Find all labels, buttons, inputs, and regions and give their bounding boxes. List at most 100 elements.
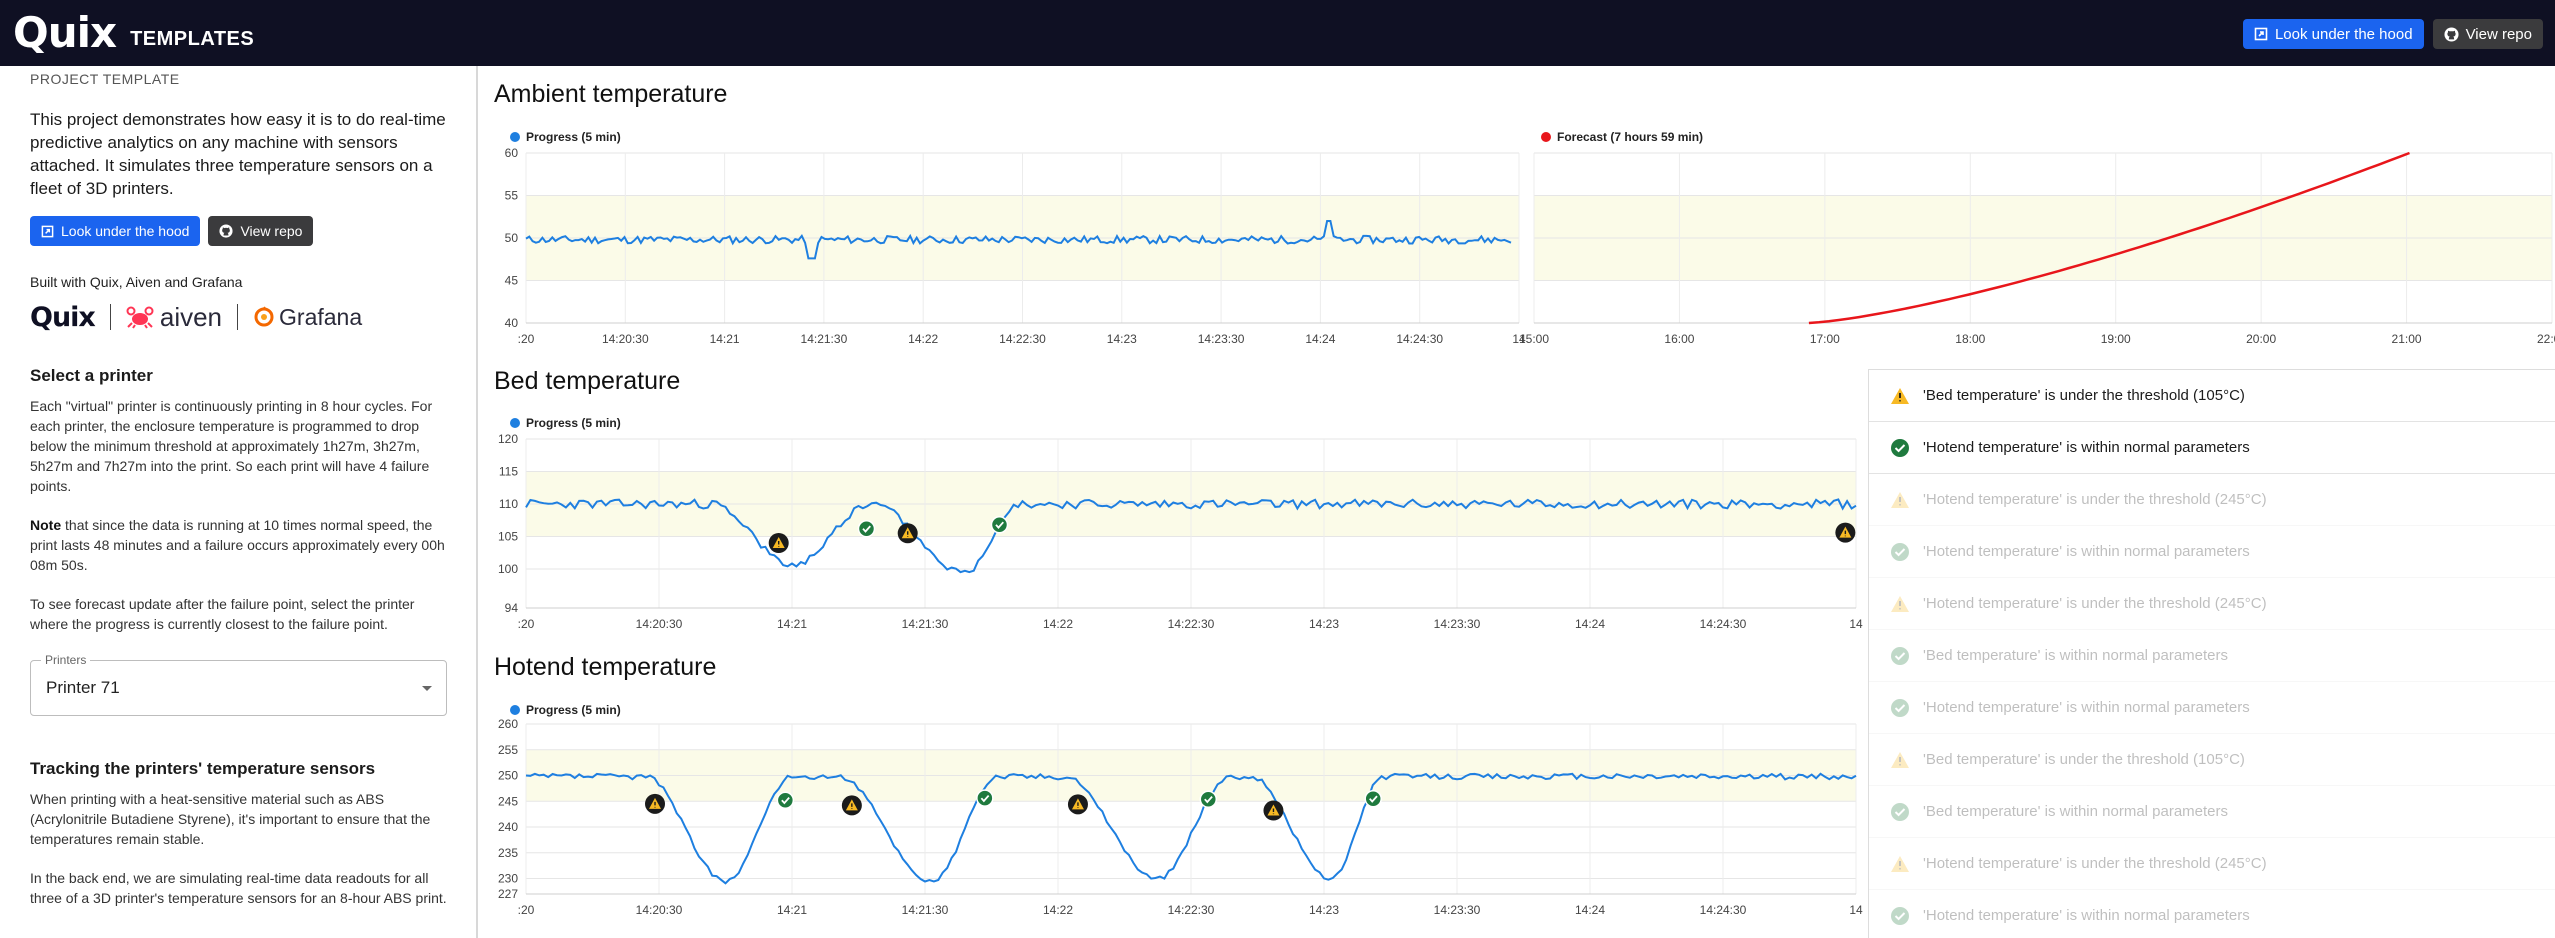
bed-legend-label: Progress (5 min): [526, 416, 621, 430]
alert-text: 'Hotend temperature' is under the thresh…: [1923, 855, 2267, 872]
x-tick-label: 14:24:30: [1700, 617, 1747, 631]
x-tick-label: 14:24:30: [1396, 332, 1443, 346]
aiven-brand-logo: aiven: [126, 302, 222, 333]
x-tick-label: 14:20:30: [602, 332, 649, 346]
x-tick-label: 14:23:30: [1434, 903, 1481, 917]
y-tick-label: 245: [498, 794, 518, 808]
header-look-under-hood-button[interactable]: Look under the hood: [2242, 19, 2424, 49]
y-tick-label: 100: [498, 562, 518, 576]
hotend-title: Hotend temperature: [494, 653, 717, 681]
x-tick-label: 14:21: [777, 903, 807, 917]
alert-text: 'Hotend temperature' is within normal pa…: [1923, 439, 2250, 456]
y-tick-label: 230: [498, 872, 518, 886]
y-tick-label: 40: [505, 316, 519, 330]
check-circle-icon: [1889, 541, 1911, 563]
x-tick-label: 14:21:30: [902, 903, 949, 917]
alert-text: 'Bed temperature' is within normal param…: [1923, 803, 2229, 820]
y-tick-label: 260: [498, 718, 518, 731]
header-actions: Look under the hood View repo: [2242, 19, 2543, 49]
header-view-repo-button[interactable]: View repo: [2432, 19, 2543, 49]
bed-legend: Progress (5 min): [510, 416, 621, 430]
brand-divider: [109, 304, 111, 330]
alert-item: 'Hotend temperature' is within normal pa…: [1869, 422, 2555, 474]
grafana-wordmark: Grafana: [279, 303, 363, 330]
check-circle-icon: [1889, 697, 1911, 719]
ok-marker-icon: [976, 789, 994, 807]
alert-item: 'Hotend temperature' is under the thresh…: [1869, 474, 2555, 526]
ok-marker-icon: [776, 791, 795, 809]
x-tick-label: 17:00: [1810, 332, 1840, 346]
view-repo-label: View repo: [240, 223, 303, 239]
x-tick-label: 22:00: [2537, 332, 2555, 346]
quix-logo[interactable]: Quix TEMPLATES: [13, 12, 254, 54]
x-tick-label: 19:00: [2101, 332, 2131, 346]
x-tick-label: 16:00: [1664, 332, 1694, 346]
chevron-down-icon[interactable]: [422, 686, 432, 691]
y-tick-label: 60: [505, 146, 519, 160]
note-text: that since the data is running at 10 tim…: [30, 517, 445, 573]
y-tick-label: 240: [498, 820, 518, 834]
alert-text: 'Hotend temperature' is within normal pa…: [1923, 907, 2250, 924]
y-tick-label: 45: [505, 274, 519, 288]
alert-text: 'Hotend temperature' is within normal pa…: [1923, 699, 2250, 716]
y-tick-label: 50: [505, 231, 519, 245]
check-circle-icon: [1889, 645, 1911, 667]
x-tick-label: 14:21:30: [902, 617, 949, 631]
x-tick-label: 20:00: [2246, 332, 2276, 346]
legend-dot: [510, 132, 520, 142]
note-paragraph: Note that since the data is running at 1…: [30, 515, 454, 575]
check-circle-icon: [1889, 437, 1911, 459]
alert-text: 'Bed temperature' is under the threshold…: [1923, 387, 2245, 404]
y-tick-label: 55: [505, 189, 519, 203]
alert-text: 'Bed temperature' is within normal param…: [1923, 647, 2229, 664]
x-tick-label: :20: [518, 332, 535, 346]
alert-item: 'Hotend temperature' is under the thresh…: [1869, 578, 2555, 630]
x-tick-label: 14: [1849, 903, 1863, 917]
x-tick-label: 14:22:30: [1168, 903, 1215, 917]
bed-temperature-chart[interactable]: 120 115 110 105 100 94:20 14:20:30 14:21 14:21:3…: [494, 432, 1864, 642]
y-tick-label: 115: [499, 465, 518, 479]
alerts-list: 'Bed temperature' is under the threshold…: [1868, 369, 2555, 938]
x-tick-label: 14:24: [1575, 903, 1605, 917]
alert-text: 'Hotend temperature' is under the thresh…: [1923, 491, 2267, 508]
legend-dot: [510, 705, 520, 715]
aiven-crab-icon: [126, 306, 154, 329]
forecast-legend-label: Forecast (7 hours 59 min): [1557, 130, 1704, 144]
x-tick-label: 14:24: [1575, 617, 1605, 631]
x-tick-label: 14:21:30: [801, 332, 848, 346]
ambient-legend-label: Progress (5 min): [526, 130, 621, 144]
y-tick-label: 235: [498, 846, 518, 860]
x-tick-label: 14:23:30: [1434, 617, 1481, 631]
y-tick-label: 105: [498, 530, 518, 544]
warning-icon: [1889, 489, 1911, 511]
header-view-repo-label: View repo: [2465, 25, 2532, 43]
quix-brand-logo: Quix: [30, 301, 96, 333]
x-tick-label: 14:22:30: [999, 332, 1046, 346]
forecast-series-line: [1808, 151, 2410, 325]
printer-cycle-paragraph: Each "virtual" printer is continuously p…: [30, 398, 433, 494]
github-icon: [219, 224, 234, 238]
look-under-hood-button[interactable]: Look under the hood: [30, 216, 201, 246]
tracking-heading: Tracking the printers' temperature senso…: [30, 759, 376, 778]
x-tick-label: 14:22: [908, 332, 938, 346]
warning-marker-icon: [1067, 794, 1088, 815]
printer-select-label: Printers: [41, 653, 91, 667]
x-tick-label: 15:00: [1519, 332, 1549, 346]
forecast-hint-paragraph: To see forecast update after the failure…: [30, 596, 415, 632]
x-tick-label: 14: [1849, 617, 1863, 631]
y-tick-label: 227: [498, 887, 518, 901]
external-link-icon: [2254, 27, 2268, 41]
alert-item: 'Bed temperature' is under the threshold…: [1869, 734, 2555, 786]
built-with-label: Built with Quix, Aiven and Grafana: [30, 274, 243, 290]
y-tick-label: 250: [498, 769, 518, 783]
ambient-series-line: [525, 220, 1512, 260]
warning-marker-icon: [897, 523, 918, 544]
warning-marker-icon: [1263, 800, 1284, 821]
abs-paragraph: When printing with a heat-sensitive mate…: [30, 791, 431, 847]
ambient-temperature-chart[interactable]: 60 55 50 45 40:20 14:20:30 14:21 14:21:30 14:22 1…: [494, 145, 2555, 355]
view-repo-button[interactable]: View repo: [208, 216, 314, 246]
hotend-series-line: [525, 772, 1857, 885]
grafana-brand-logo: Grafana: [253, 304, 362, 331]
printer-select[interactable]: Printers Printer 71: [30, 653, 447, 716]
